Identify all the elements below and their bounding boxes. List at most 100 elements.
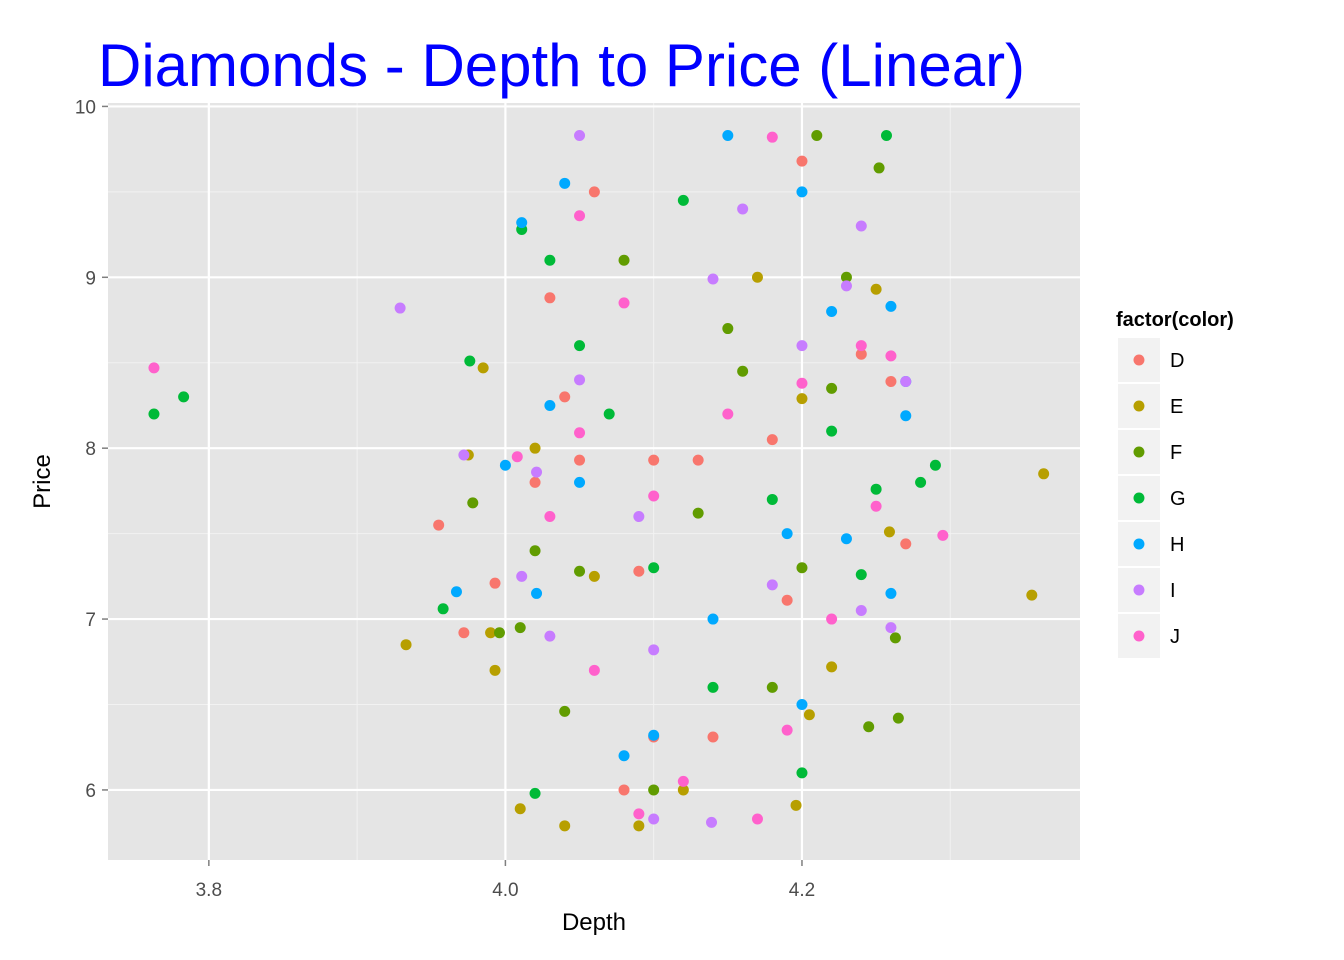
legend-label: D (1170, 350, 1184, 372)
data-point-G (929, 459, 941, 471)
data-point-H (796, 698, 808, 710)
data-point-G (178, 391, 190, 403)
data-point-E (796, 393, 808, 405)
data-point-G (529, 787, 541, 799)
data-point-E (1026, 589, 1038, 601)
data-point-F (618, 254, 630, 266)
legend-label: I (1170, 580, 1176, 602)
data-point-H (826, 305, 838, 317)
legend-swatch (1133, 584, 1145, 596)
legend-label: H (1170, 534, 1184, 556)
data-point-I (855, 220, 867, 232)
legend-swatch (1133, 538, 1145, 550)
data-point-F (873, 162, 885, 174)
data-point-J (148, 362, 160, 374)
data-points (148, 129, 1050, 832)
data-point-H (450, 586, 462, 598)
data-point-F (529, 545, 541, 557)
x-tick-label: 3.8 (196, 880, 222, 901)
data-point-I (706, 816, 718, 828)
grid-minor (108, 103, 1080, 860)
data-point-E (400, 639, 412, 651)
data-point-H (722, 129, 734, 141)
data-point-D (855, 348, 867, 360)
data-point-D (618, 784, 630, 796)
data-point-J (677, 775, 689, 787)
data-point-F (811, 129, 823, 141)
data-point-E (559, 820, 571, 832)
data-point-E (489, 664, 501, 676)
data-point-I (633, 511, 645, 523)
data-point-H (544, 399, 556, 411)
data-point-E (870, 283, 882, 295)
data-point-I (900, 376, 912, 388)
data-point-I (516, 570, 528, 582)
data-point-G (915, 476, 927, 488)
data-point-J (885, 350, 897, 362)
data-point-E (751, 271, 763, 283)
data-point-F (514, 622, 526, 634)
data-point-J (648, 490, 660, 502)
data-point-E (485, 627, 497, 639)
y-tick-label: 10 (75, 97, 96, 118)
data-point-J (633, 808, 645, 820)
data-point-F (467, 497, 479, 509)
grid-major (108, 103, 1080, 860)
data-point-E (477, 362, 489, 374)
data-point-I (648, 813, 660, 825)
legend-swatch (1133, 630, 1145, 642)
data-point-J (781, 724, 793, 736)
data-point-D (633, 565, 645, 577)
data-point-J (722, 408, 734, 420)
data-point-D (544, 292, 556, 304)
data-point-F (493, 627, 505, 639)
data-point-F (892, 712, 904, 724)
data-point-J (574, 210, 586, 222)
chart-title: Diamonds - Depth to Price (Linear) (98, 32, 1026, 99)
data-point-I (737, 203, 749, 215)
data-point-H (781, 528, 793, 540)
data-point-I (840, 280, 852, 292)
legend-label: E (1170, 396, 1183, 418)
data-point-G (796, 767, 808, 779)
data-point-G (544, 254, 556, 266)
y-axis-ticks: 6 7 8 9 10 (75, 97, 108, 802)
data-point-F (889, 632, 901, 644)
data-point-J (574, 427, 586, 439)
data-point-I (855, 605, 867, 617)
data-point-H (574, 476, 586, 488)
data-point-I (394, 302, 406, 314)
data-point-F (796, 562, 808, 574)
data-point-H (900, 410, 912, 422)
legend-swatch (1133, 492, 1145, 504)
data-point-E (826, 661, 838, 673)
data-point-F (559, 705, 571, 717)
data-point-H (559, 177, 571, 189)
y-axis-title: Price (29, 454, 56, 509)
data-point-G (464, 355, 476, 367)
x-axis-ticks: 3.8 4.0 4.2 (196, 860, 815, 901)
data-point-G (766, 493, 778, 505)
data-point-F (766, 681, 778, 693)
data-point-J (796, 377, 808, 389)
data-point-D (433, 519, 445, 531)
data-point-F (648, 784, 660, 796)
data-point-F (692, 507, 704, 519)
data-point-G (855, 569, 867, 581)
data-point-G (880, 129, 892, 141)
data-point-I (544, 630, 556, 642)
data-point-J (937, 529, 949, 541)
legend-items: D E F G H I J (1118, 338, 1186, 658)
data-point-D (766, 434, 778, 446)
data-point-J (588, 664, 600, 676)
data-point-I (707, 273, 719, 285)
data-point-D (588, 186, 600, 198)
data-point-E (803, 709, 815, 721)
legend-label: F (1170, 442, 1182, 464)
data-point-F (574, 565, 586, 577)
x-axis-title: Depth (562, 909, 626, 936)
data-point-E (529, 442, 541, 454)
data-point-G (826, 425, 838, 437)
data-point-H (618, 750, 630, 762)
data-point-G (603, 408, 615, 420)
